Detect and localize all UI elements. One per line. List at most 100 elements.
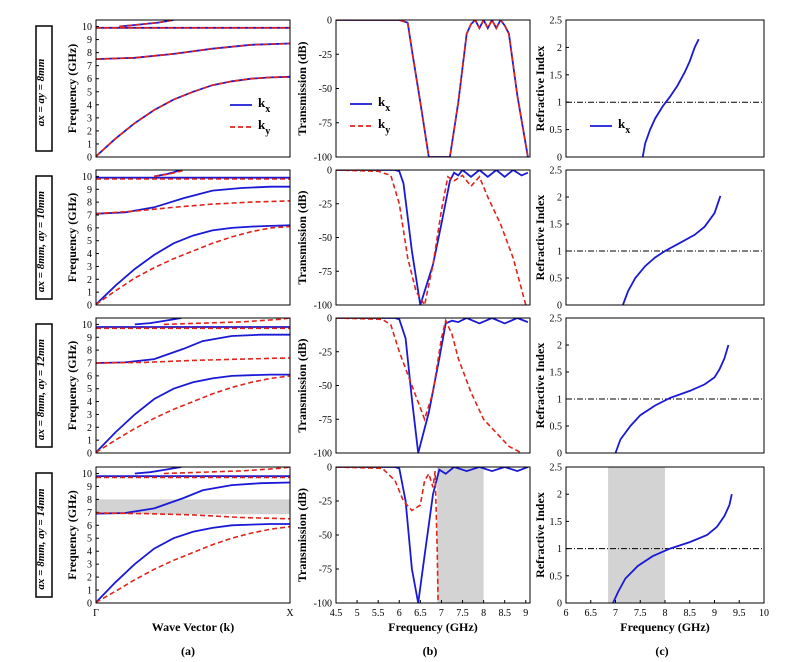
- y-tick-label: 9: [87, 35, 92, 46]
- series-line-kx: [336, 170, 529, 305]
- y-tick-label: 10: [82, 469, 92, 480]
- y-tick-label: 8: [87, 198, 92, 209]
- x-tick-label: 7.5: [456, 608, 469, 619]
- legend-subscript: y: [385, 125, 390, 136]
- y-tick-label: 0.5: [550, 422, 563, 433]
- series-line-kx: [96, 523, 290, 603]
- y-tick-label: 1.5: [550, 220, 563, 231]
- x-tick-label: 7: [613, 608, 618, 619]
- subplot-c-2: 0 0.5 1 1.5 2 2.5 Refractive Index: [533, 166, 765, 312]
- y-tick-label: 0: [327, 16, 332, 27]
- subplot-b-4: -100 -75 -50 -25 0 4.5 5 5.5 6 6.5 7 7.5 8 8.5 9 Freque…: [295, 463, 531, 634]
- row-label-box: [35, 472, 53, 598]
- y-tick-label: 0: [557, 153, 562, 164]
- y-tick-label: 9: [87, 333, 92, 344]
- series-line-kx: [134, 318, 182, 326]
- axes-frame: [565, 317, 765, 454]
- y-tick-label: 10: [82, 172, 92, 183]
- series-line-kx: [336, 318, 529, 453]
- axes-frame: [565, 169, 765, 306]
- y-axis-label: Frequency (GHz): [65, 44, 79, 133]
- series-line-ky: [96, 375, 290, 453]
- subplot-c-1: 0 0.5 1 1.5 2 2.5 Refractive Index kx: [533, 16, 765, 164]
- y-tick-label: 0: [87, 599, 92, 610]
- series-line-ky: [96, 512, 290, 520]
- shaded-band: [608, 467, 665, 603]
- y-tick-label: 1: [557, 544, 562, 555]
- subplot-c-3: 0 0.5 1 1.5 2 2.5 Refractive Index: [533, 314, 765, 460]
- y-tick-label: 6: [87, 74, 92, 85]
- y-tick-label: 10: [82, 320, 92, 331]
- y-tick-label: 1: [87, 139, 92, 150]
- y-tick-label: 6: [87, 371, 92, 382]
- y-tick-label: 1: [557, 395, 562, 406]
- y-axis-label: Frequency (GHz): [65, 193, 79, 282]
- panel-label-c: (c): [655, 644, 668, 658]
- axes-frame: [335, 169, 531, 306]
- y-tick-label: 0: [557, 599, 562, 610]
- legend-label-kx: kx: [618, 116, 630, 136]
- series-line-ky: [336, 20, 529, 157]
- y-tick-label: 6: [87, 223, 92, 234]
- row-label: ax = 8mm, ay = 10mm: [35, 190, 47, 292]
- row-label: ax = ay = 8mm: [35, 58, 47, 126]
- y-tick-label: 7: [87, 61, 92, 72]
- y-tick-label: 6: [87, 521, 92, 532]
- y-tick-label: 2.5: [550, 166, 563, 177]
- y-tick-label: 3: [87, 262, 92, 273]
- panel-label-a: (a): [181, 644, 195, 658]
- y-axis-label: Refractive Index: [533, 195, 547, 281]
- panel-label-b: (b): [423, 644, 438, 658]
- y-tick-label: 8: [87, 346, 92, 357]
- x-tick-label: 9: [523, 608, 528, 619]
- series-line-kx: [96, 373, 290, 453]
- y-tick-label: 4: [87, 547, 92, 558]
- legend-label-kx: kx: [258, 95, 270, 115]
- y-tick-label: 2: [557, 341, 562, 352]
- y-axis-label: Transmission (dB): [295, 190, 309, 284]
- x-tick-label: 8.5: [684, 608, 697, 619]
- x-tick-label: 8: [663, 608, 668, 619]
- y-tick-label: 2.5: [550, 463, 563, 474]
- series-line-ky: [119, 20, 174, 28]
- legend-label-kx: kx: [378, 94, 390, 114]
- y-tick-label: -50: [319, 531, 332, 542]
- y-tick-label: 1.5: [550, 517, 563, 528]
- subplot-c-4: 0 0.5 1 1.5 2 2.5 6 6.5 7 7.5 8 8.5 9 9.5 10 Frequency …: [533, 463, 769, 635]
- y-tick-label: 1: [557, 247, 562, 258]
- y-tick-label: 2.5: [550, 314, 563, 325]
- row-label: ax = 8mm, ay = 12mm: [35, 338, 47, 440]
- y-tick-label: -75: [319, 118, 332, 129]
- y-tick-label: 5: [87, 534, 92, 545]
- y-tick-label: 5: [87, 384, 92, 395]
- x-tick-label: 6: [564, 608, 569, 619]
- x-tick-label: 9: [712, 608, 717, 619]
- series-line-ky: [163, 318, 290, 326]
- x-tick-label: 5: [355, 608, 360, 619]
- x-tick-label: 10: [759, 608, 769, 619]
- y-tick-label: 4: [87, 100, 92, 111]
- x-axis-label: Wave Vector (k): [152, 620, 234, 634]
- subplot-a-4: 0 1 2 3 4 5 6 7 8 9 10 Γ X Wave Vector (k) Frequency (…: [65, 466, 294, 634]
- y-axis-label: Transmission (dB): [295, 338, 309, 432]
- y-tick-label: 2: [87, 573, 92, 584]
- y-tick-label: 7: [87, 211, 92, 222]
- row-label: ax = 8mm, ay = 14mm: [35, 488, 47, 590]
- y-axis-label: Refractive Index: [533, 492, 547, 578]
- y-tick-label: 1.5: [550, 368, 563, 379]
- shaded-band: [437, 467, 484, 603]
- series-line-ky: [96, 200, 290, 215]
- x-tick-label: 4.5: [330, 608, 343, 619]
- y-tick-label: -100: [314, 301, 332, 312]
- x-tick-label: 8: [481, 608, 486, 619]
- x-tick-label: Γ: [93, 608, 99, 619]
- subplot-b-2: -100 -75 -50 -25 0 Transmission (dB): [295, 166, 531, 312]
- series-line-kx: [614, 344, 730, 453]
- y-tick-label: 9: [87, 482, 92, 493]
- y-tick-label: -50: [319, 84, 332, 95]
- y-tick-label: -25: [319, 497, 332, 508]
- x-tick-label: 5.5: [372, 608, 385, 619]
- y-tick-label: 1: [87, 288, 92, 299]
